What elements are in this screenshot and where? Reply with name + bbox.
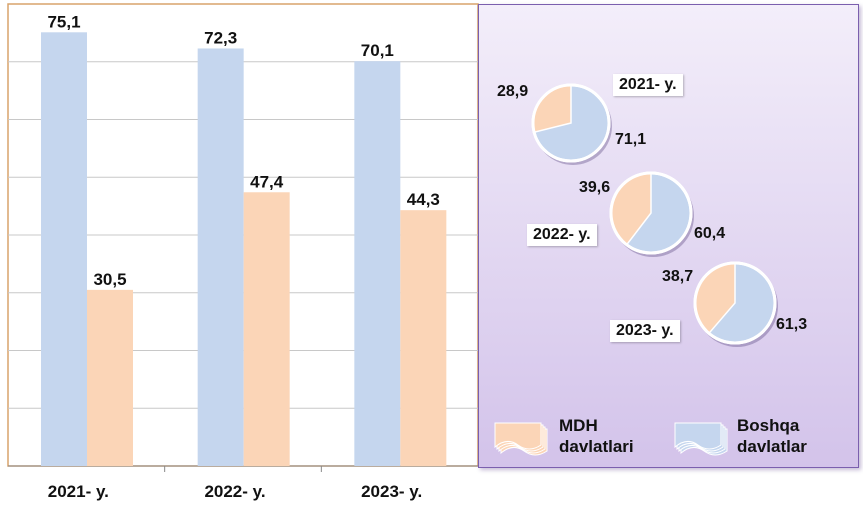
swatch-layer xyxy=(494,422,542,450)
bar-value-label: 70,1 xyxy=(361,41,394,60)
legend-mdh-label: MDH davlatlari xyxy=(559,416,634,456)
bar-boshqa-0 xyxy=(41,32,87,467)
pie-2023-boshqa-value: 61,3 xyxy=(776,316,808,333)
pie-rim xyxy=(531,83,611,163)
pie-panel: 2021- y. 2022- y. 2023- y. 28,9 71,1 39,… xyxy=(478,4,859,468)
pie-2021-label: 2021- y. xyxy=(613,74,683,96)
legend-boshqa-label: Boshqa davlatlar xyxy=(737,416,807,456)
x-tick-label: 2022- y. xyxy=(204,482,265,501)
bar-value-label: 75,1 xyxy=(47,12,80,31)
bar-boshqa-2 xyxy=(354,61,401,467)
pie-2022-boshqa-value: 60,4 xyxy=(694,225,726,242)
bar-mdh-1 xyxy=(243,192,290,466)
pie-2023-label: 2023- y. xyxy=(610,320,680,342)
x-tick-label: 2021- y. xyxy=(48,482,109,501)
bar-boshqa-1 xyxy=(197,48,244,466)
pie-2022-label: 2022- y. xyxy=(527,224,597,246)
bar-value-label: 47,4 xyxy=(250,172,284,191)
pie-2021-mdh-value: 28,9 xyxy=(497,83,529,100)
pie-2023-mdh-value: 38,7 xyxy=(662,268,694,285)
bar-value-label: 44,3 xyxy=(407,190,440,209)
bar-value-label: 30,5 xyxy=(93,270,126,289)
bar-mdh-0 xyxy=(87,289,133,466)
pie-charts xyxy=(494,83,778,456)
pie-rim xyxy=(609,171,693,255)
bar-value-label: 72,3 xyxy=(204,28,237,47)
legend-boshqa-swatch xyxy=(674,422,728,456)
swatch-layer xyxy=(674,422,722,450)
legend-mdh-swatch xyxy=(494,422,548,456)
bar-mdh-2 xyxy=(400,210,447,466)
pie-2022-mdh-value: 39,6 xyxy=(579,179,611,196)
pie-rim xyxy=(693,261,777,345)
pie-2021- y.-mdh-slice xyxy=(532,84,572,134)
bar-chart: 75,1 30,5 2021- y. 72,3 47,4 2022- y. 70,1 44,3… xyxy=(7,3,479,501)
pie-2021-boshqa-value: 71,1 xyxy=(615,131,647,148)
x-tick-label: 2023- y. xyxy=(361,482,422,501)
